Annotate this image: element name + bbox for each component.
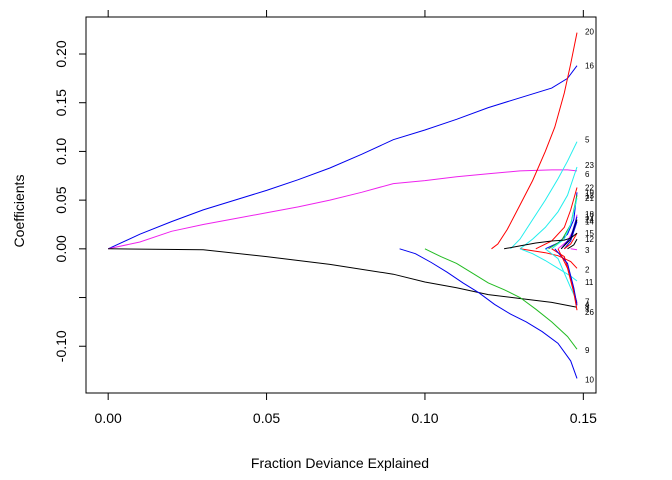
series-label-13: 13 xyxy=(585,191,594,200)
series-line-1 xyxy=(108,248,578,308)
x-tick-label: 0.15 xyxy=(570,410,597,426)
series-line-9 xyxy=(424,248,578,350)
y-axis-title: Coefficients xyxy=(11,175,27,248)
y-tick-label: 0.00 xyxy=(53,235,69,262)
series-line-25 xyxy=(563,232,578,250)
y-tick-label: 0.15 xyxy=(53,89,69,116)
series-label-22: 22 xyxy=(585,183,594,192)
x-tick-label: 0.10 xyxy=(411,410,438,426)
series-end-labels: 1234567891011121314151617181920212223242… xyxy=(585,28,594,385)
series-label-12: 12 xyxy=(585,235,594,244)
axes: 0.00 0.05 0.10 0.15 -0.10 0.00 0.05 0.10 0.15 0.2… xyxy=(53,10,597,426)
series-label-8: 8 xyxy=(585,302,590,311)
series-line-10 xyxy=(399,248,578,379)
y-tick-label: 0.05 xyxy=(53,186,69,213)
series-label-24: 24 xyxy=(585,216,594,225)
series-line-20 xyxy=(491,32,578,250)
series-label-14: 14 xyxy=(585,218,594,227)
series-label-19: 19 xyxy=(585,188,594,197)
y-tick-label: -0.10 xyxy=(53,330,69,362)
series-label-7: 7 xyxy=(585,297,590,306)
series-label-15: 15 xyxy=(585,229,594,238)
series-label-4: 4 xyxy=(585,300,590,309)
plot-frame xyxy=(85,16,597,394)
series-label-18: 18 xyxy=(585,210,594,219)
y-tick-label: 0.10 xyxy=(53,138,69,165)
series-line-3 xyxy=(570,248,578,251)
series-line-24 xyxy=(560,219,578,250)
series-line-16 xyxy=(107,65,578,250)
series-label-9: 9 xyxy=(585,346,590,355)
series-lines xyxy=(107,32,578,379)
y-tick-label: 0.20 xyxy=(53,40,69,67)
series-line-23 xyxy=(519,166,578,250)
series-label-23: 23 xyxy=(585,161,594,170)
series-line-15 xyxy=(504,232,578,250)
series-line-26 xyxy=(557,248,578,311)
series-line-11 xyxy=(519,248,578,282)
series-line-19 xyxy=(545,192,578,250)
series-label-5: 5 xyxy=(585,136,590,145)
series-line-21 xyxy=(551,198,578,250)
series-label-17: 17 xyxy=(585,213,594,222)
series-label-11: 11 xyxy=(585,278,594,287)
series-label-20: 20 xyxy=(585,28,594,37)
series-label-16: 16 xyxy=(585,62,594,71)
series-line-5 xyxy=(510,141,578,250)
series-line-14 xyxy=(563,221,578,250)
series-label-10: 10 xyxy=(585,375,594,384)
series-label-21: 21 xyxy=(585,194,594,203)
series-label-3: 3 xyxy=(585,246,590,255)
series-label-26: 26 xyxy=(585,308,594,317)
x-axis-title: Fraction Deviance Explained xyxy=(251,455,429,471)
series-label-2: 2 xyxy=(585,265,590,274)
x-tick-label: 0.05 xyxy=(253,410,280,426)
x-tick-label: 0.00 xyxy=(95,410,122,426)
series-label-6: 6 xyxy=(585,170,590,179)
series-line-6 xyxy=(108,169,578,250)
series-line-22 xyxy=(535,187,578,250)
series-label-1: 1 xyxy=(585,304,590,313)
series-line-12 xyxy=(567,238,578,250)
